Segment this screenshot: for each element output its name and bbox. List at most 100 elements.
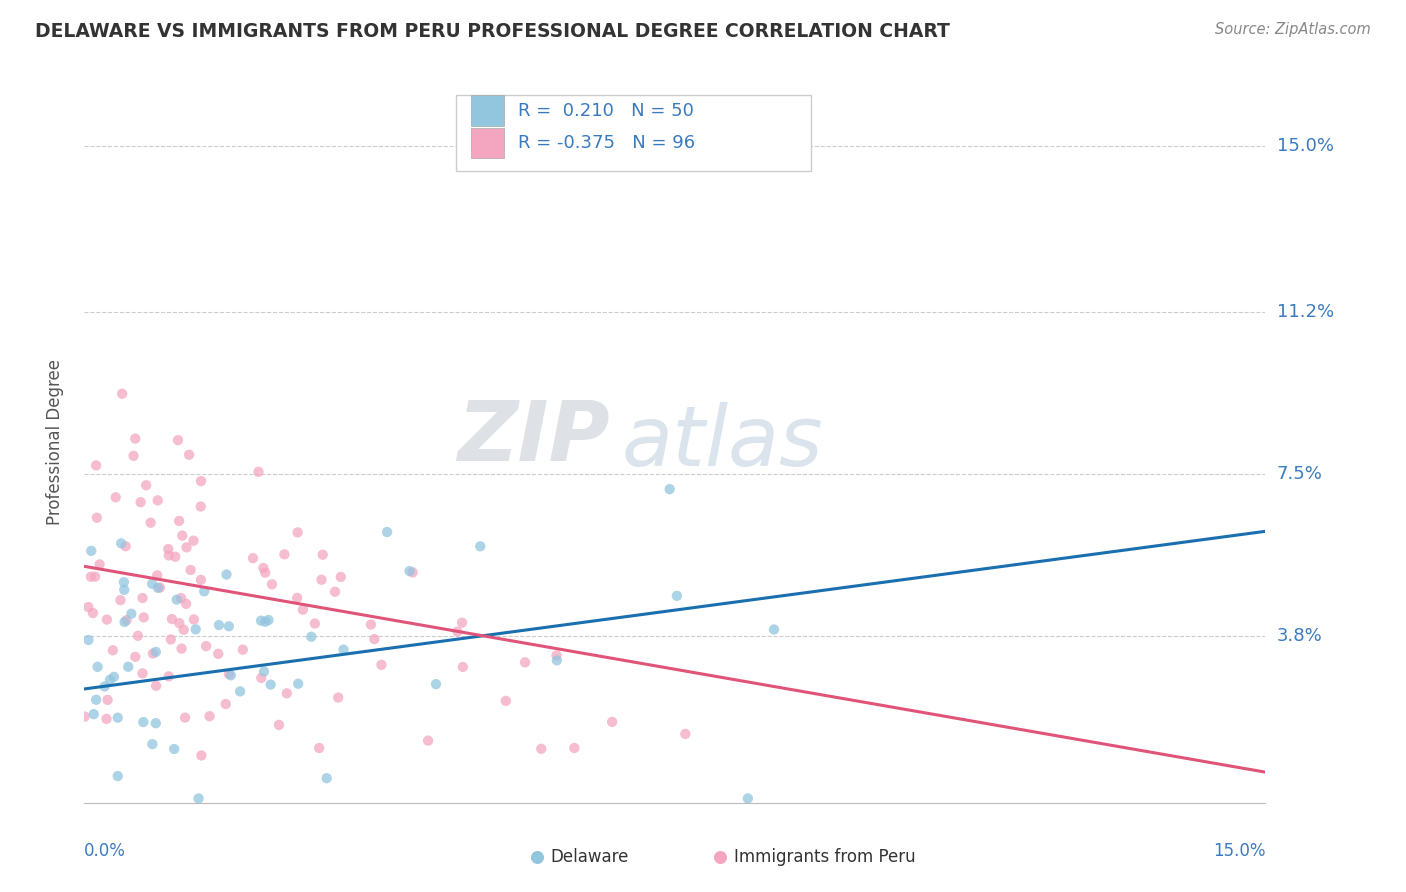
Point — [131, 591, 153, 605]
Point — [273, 547, 295, 561]
Point — [260, 577, 283, 591]
Point — [169, 616, 191, 631]
Point — [122, 449, 145, 463]
Point — [77, 600, 100, 615]
Point — [291, 602, 314, 616]
Point — [425, 677, 447, 691]
Point — [285, 591, 308, 605]
Point — [312, 548, 335, 562]
Point — [267, 718, 290, 732]
Point — [737, 791, 759, 805]
Text: Immigrants from Peru: Immigrants from Peru — [734, 848, 915, 866]
Text: DELAWARE VS IMMIGRANTS FROM PERU PROFESSIONAL DEGREE CORRELATION CHART: DELAWARE VS IMMIGRANTS FROM PERU PROFESS… — [35, 22, 950, 41]
Point — [180, 563, 202, 577]
Point — [146, 581, 169, 595]
Text: Source: ZipAtlas.com: Source: ZipAtlas.com — [1215, 22, 1371, 37]
Point — [360, 617, 382, 632]
Point — [179, 448, 201, 462]
Point — [149, 581, 172, 595]
Point — [190, 500, 212, 514]
Point — [190, 573, 212, 587]
Point — [546, 648, 568, 663]
Point — [530, 741, 553, 756]
Point — [174, 597, 197, 611]
Point — [142, 647, 165, 661]
Point — [183, 612, 205, 626]
Point — [218, 667, 240, 681]
Point — [132, 610, 155, 624]
Point — [73, 709, 96, 723]
Point — [77, 632, 100, 647]
Text: 11.2%: 11.2% — [1277, 303, 1334, 321]
Text: 15.0%: 15.0% — [1277, 137, 1333, 155]
Point — [141, 737, 163, 751]
Point — [176, 541, 198, 555]
Point — [762, 623, 785, 637]
Point — [232, 642, 254, 657]
Point — [253, 665, 276, 679]
Point — [308, 741, 330, 756]
Point — [84, 569, 107, 583]
Point — [183, 533, 205, 548]
Point — [86, 660, 108, 674]
Point — [363, 632, 385, 646]
Point — [132, 714, 155, 729]
Point — [229, 684, 252, 698]
Point — [160, 612, 183, 626]
Point — [82, 606, 104, 620]
Point — [84, 458, 107, 473]
Point — [104, 490, 127, 504]
Text: Professional Degree: Professional Degree — [46, 359, 63, 524]
Point — [129, 495, 152, 509]
Point — [120, 607, 142, 621]
Point — [287, 676, 309, 690]
Point — [257, 613, 280, 627]
Point — [172, 528, 194, 542]
Text: 15.0%: 15.0% — [1213, 842, 1265, 860]
Point — [84, 692, 107, 706]
Point — [131, 666, 153, 681]
Point — [110, 593, 132, 607]
Point — [250, 671, 273, 685]
Point — [252, 561, 274, 575]
Text: atlas: atlas — [621, 402, 824, 483]
Point — [513, 656, 536, 670]
Point — [124, 432, 146, 446]
Point — [193, 584, 215, 599]
Point — [80, 570, 103, 584]
Point — [114, 539, 136, 553]
Point — [145, 645, 167, 659]
Point — [304, 616, 326, 631]
Bar — [471, 128, 503, 158]
Point — [451, 660, 474, 674]
Bar — [471, 95, 503, 126]
Point — [145, 716, 167, 731]
Point — [112, 575, 135, 590]
Point — [174, 711, 197, 725]
Point — [83, 707, 105, 722]
Point — [187, 791, 209, 805]
Point — [207, 647, 229, 661]
Point — [287, 525, 309, 540]
Point — [562, 741, 585, 756]
FancyBboxPatch shape — [457, 95, 811, 170]
Point — [416, 733, 439, 747]
Point — [173, 623, 195, 637]
Text: 7.5%: 7.5% — [1277, 466, 1323, 483]
Point — [170, 641, 193, 656]
Point — [259, 677, 281, 691]
Text: ZIP: ZIP — [457, 398, 610, 478]
Point — [470, 539, 492, 553]
Point — [86, 510, 108, 524]
Point — [110, 536, 132, 550]
Point — [190, 474, 212, 488]
Point — [250, 614, 273, 628]
Point — [323, 584, 346, 599]
Text: 3.8%: 3.8% — [1277, 627, 1322, 646]
Text: R =  0.210   N = 50: R = 0.210 N = 50 — [517, 102, 693, 120]
Point — [329, 570, 352, 584]
Point — [546, 653, 568, 667]
Point — [402, 566, 425, 580]
Point — [665, 589, 688, 603]
Point — [190, 748, 212, 763]
